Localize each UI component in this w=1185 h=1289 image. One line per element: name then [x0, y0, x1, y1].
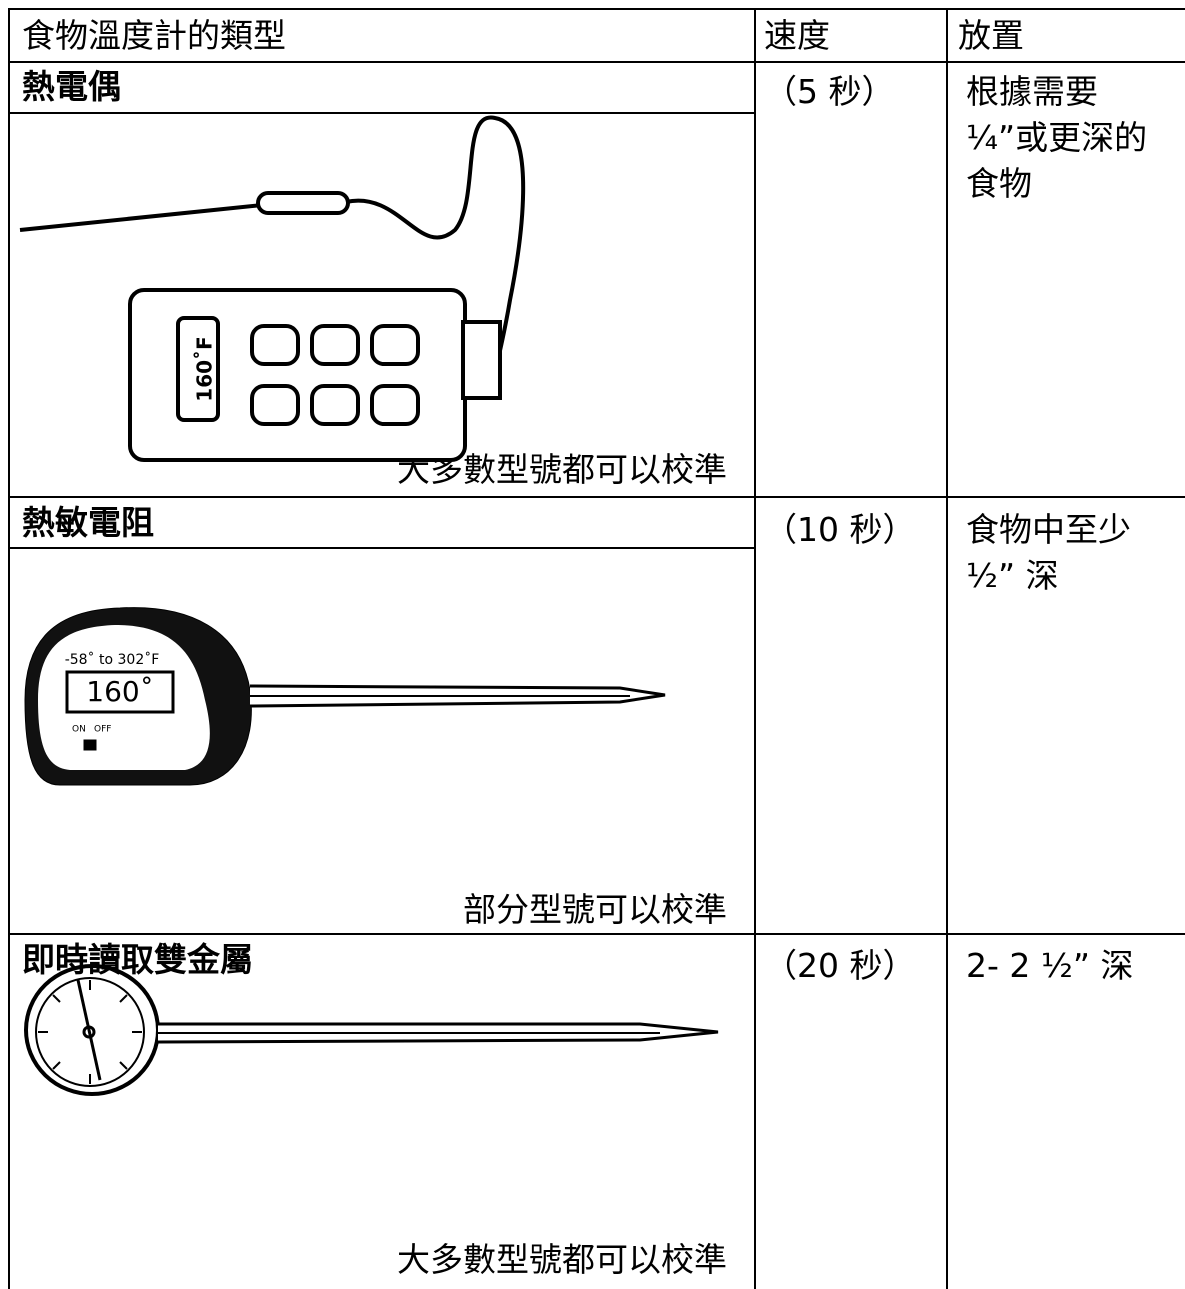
note: 大多數型號都可以校準: [397, 1240, 727, 1279]
thermocouple-drawing: [19, 115, 526, 462]
header-cell: 放置: [958, 16, 1024, 55]
border: [8, 496, 1185, 498]
note: 部分型號可以校準: [463, 890, 727, 929]
border: [8, 8, 10, 1289]
border: [8, 547, 756, 549]
border: [8, 933, 1185, 935]
border: [8, 8, 1185, 10]
illustration-text: 160˚: [86, 675, 153, 708]
speed: （10 秒）: [764, 510, 916, 549]
border: [754, 8, 756, 1289]
placement-line: 食物中至少: [966, 510, 1131, 549]
header-cell: 食物溫度計的類型: [22, 16, 286, 55]
border: [8, 112, 756, 114]
illustration-text: 160˚F: [193, 336, 217, 401]
header-cell: 速度: [764, 16, 830, 55]
bimetal-drawing: [24, 964, 719, 1096]
placement-line: ½” 深: [966, 556, 1059, 595]
type-name: 熱電偶: [22, 67, 121, 106]
illustration-text: OFF: [94, 725, 111, 735]
placement-line: 根據需要: [966, 72, 1098, 111]
type-name: 熱敏電阻: [22, 503, 154, 542]
placement-line: 食物: [966, 164, 1032, 203]
placement-line: 2- 2 ½” 深: [966, 946, 1134, 985]
illustration-text: -58˚ to 302˚F: [65, 651, 160, 668]
speed: （5 秒）: [764, 72, 895, 111]
border: [946, 8, 948, 1289]
thermistor-drawing: [24, 607, 666, 786]
border: [8, 61, 1185, 63]
speed: （20 秒）: [764, 946, 916, 985]
placement-line: ¼”或更深的: [966, 118, 1148, 157]
illustration-text: ON: [72, 725, 86, 735]
